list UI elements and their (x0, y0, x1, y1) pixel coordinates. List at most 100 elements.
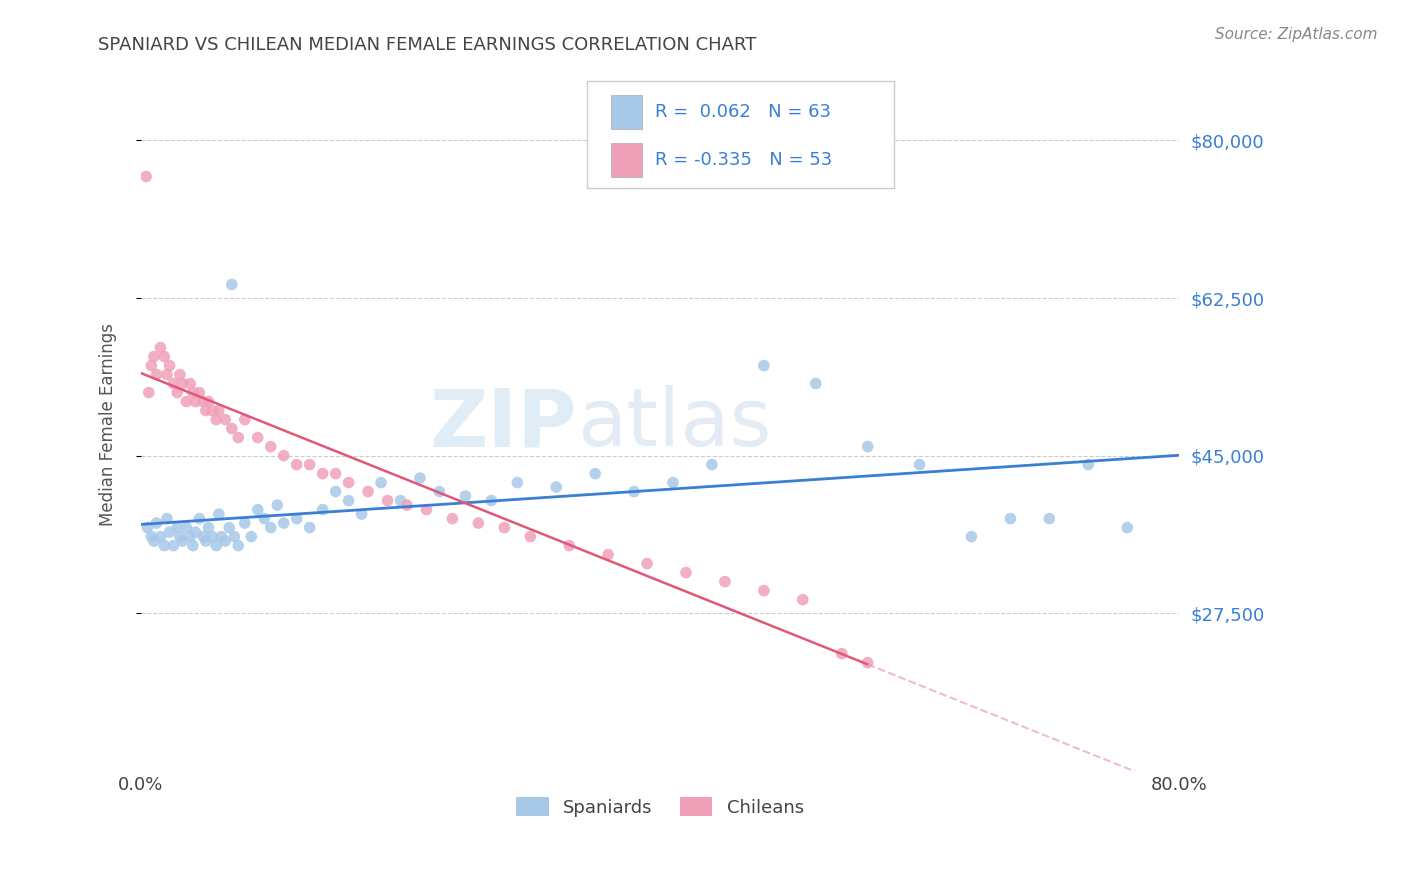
Point (176, 394, 198, 409)
Point (169, 530, 191, 544)
Point (240, 530, 263, 544)
Point (1038, 511, 1060, 525)
Point (172, 376, 194, 391)
Point (311, 467, 333, 481)
Point (201, 403, 224, 417)
Point (1077, 458, 1099, 472)
Point (162, 539, 184, 553)
Point (208, 507, 231, 521)
Point (494, 520, 516, 534)
Point (218, 520, 240, 534)
Point (149, 530, 172, 544)
Point (181, 385, 204, 400)
Point (856, 656, 879, 670)
Point (337, 475, 360, 490)
Point (519, 530, 541, 544)
Point (337, 493, 360, 508)
Point (166, 385, 188, 400)
Point (145, 368, 167, 382)
Point (159, 359, 181, 373)
Point (138, 385, 160, 400)
Point (831, 647, 853, 661)
FancyBboxPatch shape (588, 81, 894, 188)
Point (357, 484, 380, 499)
Point (136, 520, 159, 534)
Point (141, 359, 163, 373)
Point (233, 412, 256, 426)
Point (960, 530, 983, 544)
Point (184, 525, 207, 540)
Point (752, 583, 775, 598)
Point (415, 502, 437, 516)
Point (188, 385, 211, 400)
Point (214, 534, 236, 549)
Point (752, 359, 775, 373)
Point (395, 498, 418, 512)
Point (169, 368, 191, 382)
Point (214, 412, 236, 426)
Y-axis label: Median Female Earnings: Median Female Earnings (100, 323, 117, 525)
Point (181, 539, 204, 553)
Point (162, 376, 184, 391)
Point (224, 530, 246, 544)
Point (188, 511, 211, 525)
Text: Source: ZipAtlas.com: Source: ZipAtlas.com (1215, 27, 1378, 42)
Point (700, 458, 723, 472)
FancyBboxPatch shape (612, 144, 643, 177)
Point (226, 431, 249, 445)
Point (409, 471, 432, 485)
Point (153, 350, 176, 364)
Point (194, 403, 217, 417)
Point (298, 458, 321, 472)
Point (285, 458, 308, 472)
Point (467, 516, 489, 530)
Point (197, 394, 219, 409)
Legend: Spaniards, Chileans: Spaniards, Chileans (509, 790, 811, 824)
Point (273, 449, 295, 463)
Point (558, 539, 581, 553)
Text: atlas: atlas (576, 385, 772, 463)
Point (201, 530, 224, 544)
Point (246, 431, 269, 445)
Point (429, 484, 451, 499)
Point (1000, 511, 1022, 525)
Point (208, 403, 231, 417)
Point (454, 489, 477, 503)
Point (172, 534, 194, 549)
Point (285, 511, 308, 525)
Point (149, 341, 172, 355)
Point (184, 394, 207, 409)
Point (350, 507, 373, 521)
Point (479, 493, 502, 508)
Point (193, 394, 215, 409)
Point (179, 376, 201, 391)
Point (176, 520, 198, 534)
Point (153, 539, 176, 553)
Point (142, 534, 165, 549)
Point (792, 592, 814, 607)
Point (159, 525, 181, 540)
Point (804, 376, 827, 391)
Point (662, 475, 685, 490)
Point (197, 520, 219, 534)
Point (156, 511, 179, 525)
Point (325, 484, 347, 499)
Point (714, 574, 737, 589)
Point (135, 169, 157, 184)
Point (908, 458, 931, 472)
Point (145, 516, 167, 530)
Point (856, 440, 879, 454)
Point (260, 440, 283, 454)
Point (266, 498, 288, 512)
Point (377, 493, 399, 508)
Point (221, 421, 243, 435)
Point (636, 557, 658, 571)
Point (583, 467, 606, 481)
Point (506, 475, 529, 490)
Point (205, 539, 228, 553)
Point (298, 520, 321, 534)
Point (441, 511, 464, 525)
Point (370, 475, 392, 490)
Point (273, 516, 295, 530)
Text: R =  0.062   N = 63: R = 0.062 N = 63 (655, 103, 831, 121)
